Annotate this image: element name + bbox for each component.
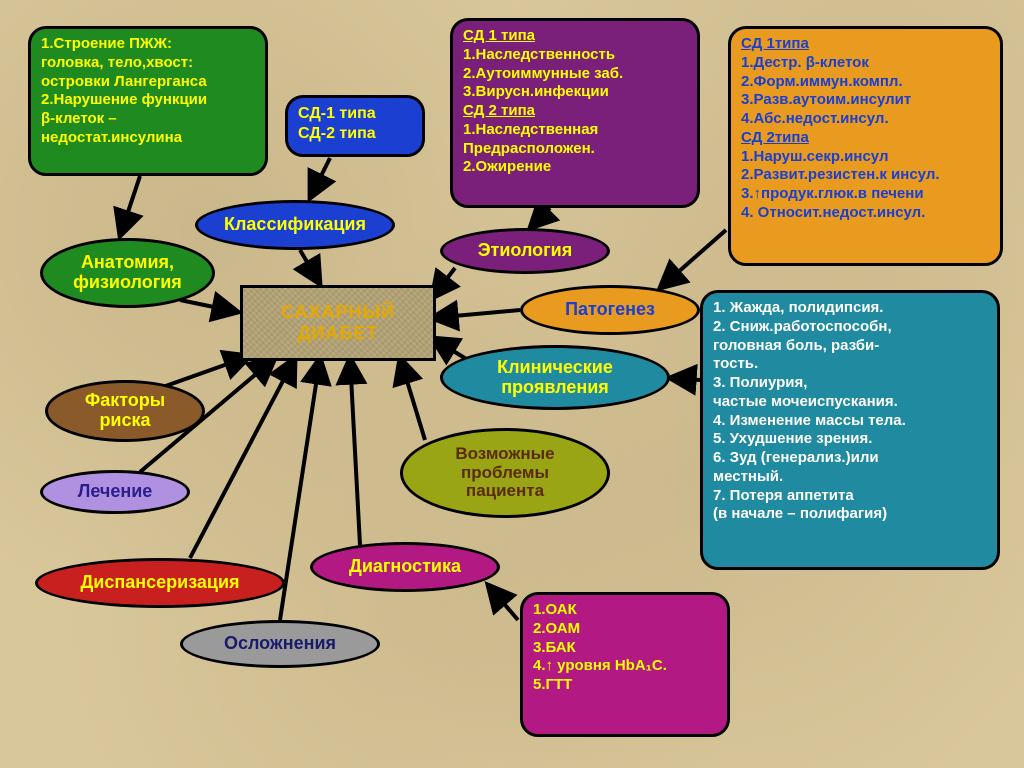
node-classification: Классификация (195, 200, 395, 250)
node-anatomy: Анатомия, физиология (40, 238, 215, 308)
detail-diag_detail: 1.ОАК2.ОАМ3.БАК4.↑ уровня HbA₁C.5.ГТТ (520, 592, 730, 737)
arrow-etio_detail-etiology (530, 208, 550, 228)
arrow-anatomy-center (180, 300, 238, 312)
node-pathogenesis: Патогенез (520, 285, 700, 335)
arrow-path_detail-pathogenesis (660, 230, 726, 288)
arrow-diagnostics-center (350, 358, 360, 545)
arrow-problems-center (400, 358, 425, 440)
detail-class_detail: СД-1 типаСД-2 типа (285, 95, 425, 157)
detail-path_detail: СД 1типа1.Дестр. β-клеток2.Форм.иммун.ко… (728, 26, 1003, 266)
center-line2: ДИАБЕТ (281, 323, 395, 344)
node-dispanser: Диспансеризация (35, 558, 285, 608)
detail-etio_detail: СД 1 типа1.Наследственность2.Аутоиммунны… (450, 18, 700, 208)
node-etiology: Этиология (440, 228, 610, 274)
arrow-class_detail-classification (310, 158, 330, 198)
arrow-pathogenesis-center (432, 310, 520, 318)
center-line1: САХАРНЫЙ (281, 302, 395, 323)
node-treatment: Лечение (40, 470, 190, 514)
arrow-clinical-center (432, 338, 468, 360)
arrow-anat_detail-anatomy (120, 176, 140, 236)
detail-anat_detail: 1.Строение ПЖЖ:головка, тело,хвост:остро… (28, 26, 268, 176)
node-clinical: Клинические проявления (440, 345, 670, 410)
arrow-clin_detail-clinical (670, 378, 700, 380)
node-complic: Осложнения (180, 620, 380, 668)
arrow-risk-center (160, 356, 250, 388)
arrow-dispanser-center (190, 358, 295, 558)
detail-clin_detail: 1. Жажда, полидипсия.2. Сниж.работоспосо… (700, 290, 1000, 570)
node-problems: Возможные проблемы пациента (400, 428, 610, 518)
center-node: САХАРНЫЙ ДИАБЕТ (240, 285, 436, 361)
arrow-classification-center (300, 250, 320, 284)
arrow-diag_detail-diagnostics (488, 585, 518, 620)
arrow-complic-center (280, 358, 320, 620)
node-risk: Факторы риска (45, 380, 205, 442)
node-diagnostics: Диагностика (310, 542, 500, 592)
diagram-stage: САХАРНЫЙ ДИАБЕТ КлассификацияАнатомия, ф… (0, 0, 1024, 768)
